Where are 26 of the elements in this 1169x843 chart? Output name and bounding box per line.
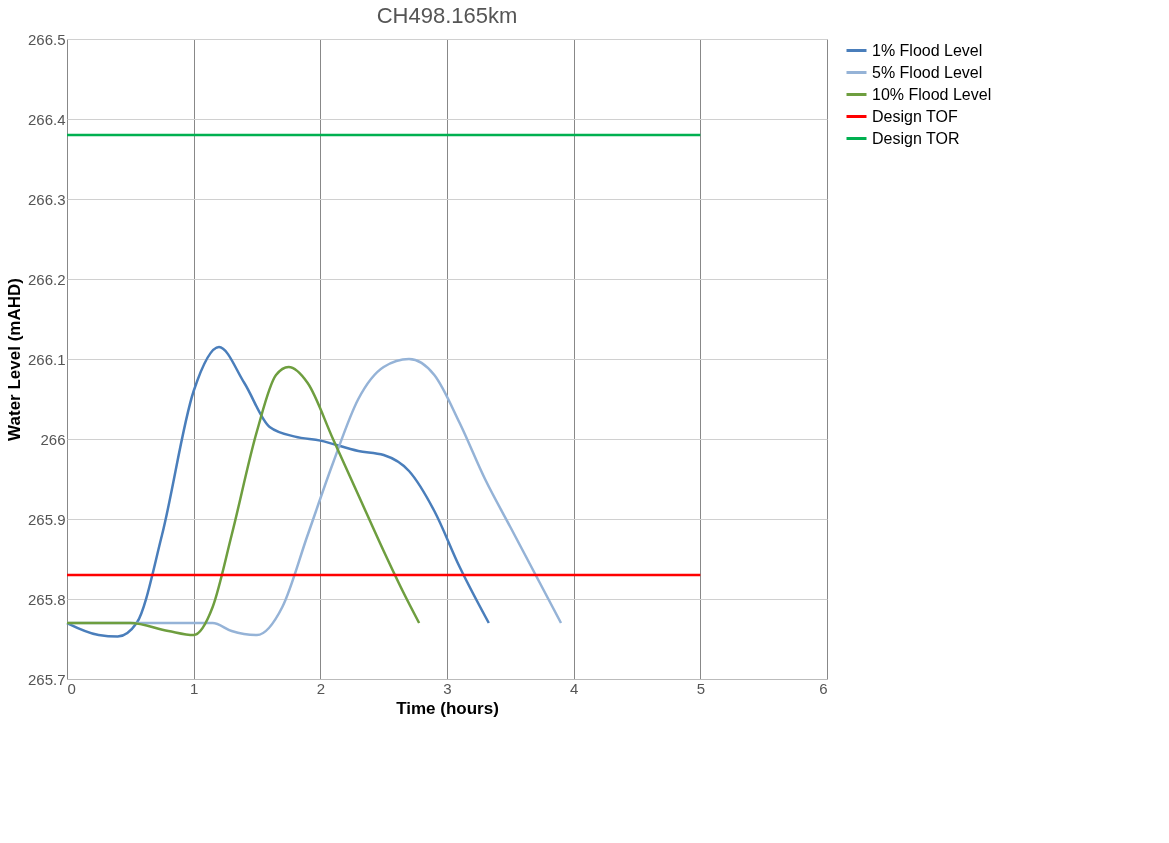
x-tick-label: 5	[696, 679, 706, 697]
x-tick-label: 1	[189, 679, 199, 697]
y-axis-title: Water Level (mAHD)	[4, 278, 24, 441]
x-tick-label: 6	[819, 679, 828, 697]
y-tick-label: 266.2	[27, 270, 66, 288]
y-tick-label: 266.1	[27, 350, 66, 368]
legend-label: 10% Flood Level	[872, 85, 992, 103]
chart-title: CH498.165km	[376, 3, 518, 28]
line-series	[65, 365, 421, 637]
legend-label: Design TOF	[872, 107, 958, 125]
y-tick-label: 266.3	[27, 190, 66, 208]
x-axis-title: Time (hours)	[396, 698, 499, 718]
line-series	[65, 345, 491, 638]
y-tick-label: 265.9	[27, 510, 66, 528]
legend-label: 5% Flood Level	[872, 63, 983, 81]
x-tick-label: 2	[316, 679, 326, 697]
legend-label: Design TOR	[872, 129, 960, 147]
y-tick-label: 266	[40, 430, 66, 448]
x-tick-label: 3	[443, 679, 452, 697]
x-tick-label: 0	[67, 679, 76, 697]
legend-label: 1% Flood Level	[872, 41, 983, 59]
x-tick-label: 4	[569, 679, 579, 697]
y-tick-label: 265.7	[27, 670, 66, 688]
y-tick-label: 265.8	[27, 590, 66, 608]
y-tick-label: 266.4	[27, 110, 66, 128]
y-tick-label: 266.5	[27, 30, 66, 48]
